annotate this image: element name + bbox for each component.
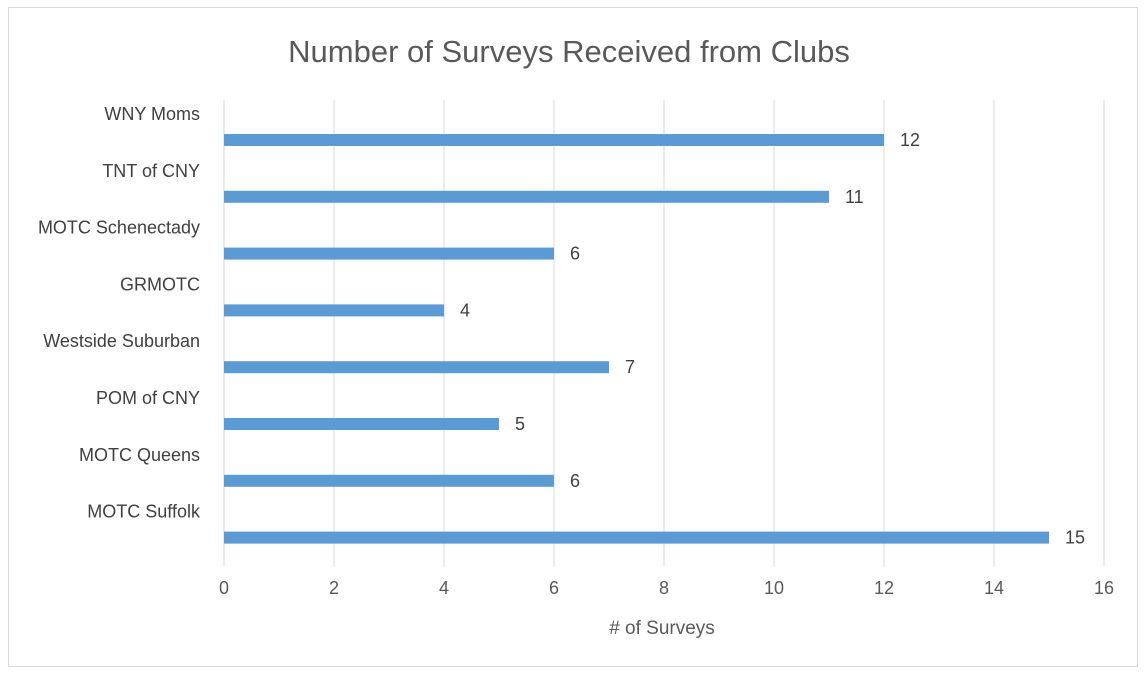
data-label: 6 [570, 471, 580, 491]
category-label: WNY Moms [104, 104, 200, 124]
bar [224, 134, 884, 146]
data-label: 4 [460, 300, 470, 320]
x-tick-label: 6 [549, 578, 559, 598]
x-tick-label: 10 [764, 578, 784, 598]
data-label: 15 [1065, 528, 1085, 548]
category-label: MOTC Queens [79, 445, 200, 465]
category-label: POM of CNY [96, 388, 200, 408]
x-tick-label: 4 [439, 578, 449, 598]
bar [224, 247, 554, 260]
data-labels: 12 11 6 4 7 5 6 15 [460, 130, 1085, 548]
x-axis-title: # of Surveys [609, 618, 715, 639]
x-tick-label: 0 [219, 578, 229, 598]
data-label: 6 [570, 244, 580, 264]
x-tick-label: 12 [874, 578, 894, 598]
x-tick-label: 2 [329, 578, 339, 598]
category-label: MOTC Schenectady [38, 218, 200, 238]
bars [224, 134, 1049, 544]
bar [224, 531, 1049, 544]
bar [224, 474, 554, 487]
data-label: 7 [625, 357, 635, 377]
bar [224, 304, 444, 317]
x-tick-label: 16 [1094, 578, 1114, 598]
category-label: Westside Suburban [43, 331, 200, 351]
category-label: TNT of CNY [102, 161, 200, 181]
bar [224, 418, 499, 430]
x-tick-label: 8 [659, 578, 669, 598]
x-tick-label: 14 [984, 578, 1004, 598]
x-tick-labels: 0 2 4 6 8 10 12 14 16 [219, 578, 1114, 598]
data-label: 11 [845, 187, 864, 207]
category-label: MOTC Suffolk [87, 502, 201, 522]
bar [224, 361, 609, 374]
gridlines [223, 100, 1105, 567]
chart-title: Number of Surveys Received from Clubs [288, 34, 850, 69]
data-label: 12 [900, 130, 920, 150]
bar [224, 190, 829, 203]
data-label: 5 [515, 414, 525, 434]
chart-frame [8, 7, 1138, 667]
category-label: GRMOTC [120, 274, 200, 294]
category-labels: WNY Moms TNT of CNY MOTC Schenectady GRMOTC… [38, 104, 201, 522]
